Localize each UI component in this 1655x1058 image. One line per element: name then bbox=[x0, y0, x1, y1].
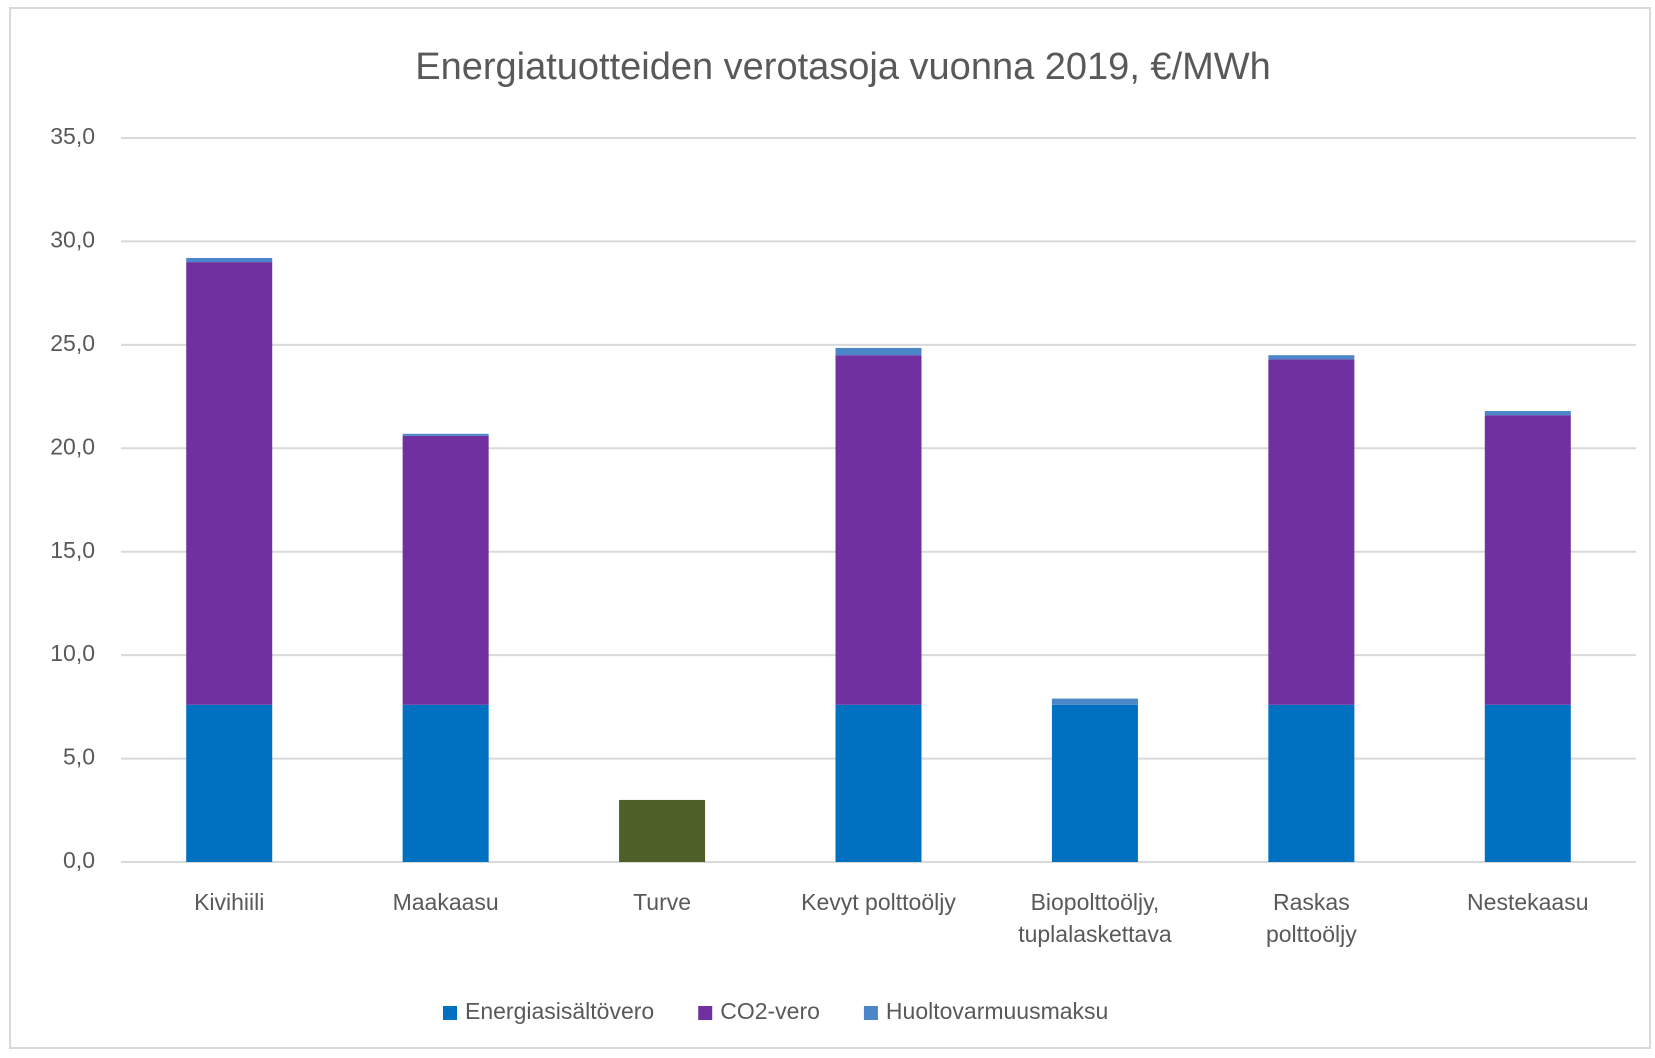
legend-swatch bbox=[863, 1006, 878, 1020]
x-tick-label: Nestekaasu bbox=[1467, 889, 1588, 915]
x-tick-label: Kivihiili bbox=[194, 889, 264, 915]
bar-segment bbox=[402, 704, 489, 862]
x-tick-label: Maakaasu bbox=[393, 889, 499, 915]
x-tick-label: Turve bbox=[633, 889, 691, 915]
bar-segment bbox=[1484, 415, 1571, 705]
bar-segment bbox=[1484, 411, 1571, 416]
bar-segment bbox=[402, 433, 489, 436]
legend-swatch bbox=[698, 1006, 713, 1020]
bar-segment bbox=[186, 262, 273, 705]
bar-segment bbox=[1268, 355, 1355, 360]
bar-segment bbox=[619, 799, 706, 862]
bar-segment bbox=[1051, 698, 1138, 705]
legend-label: Huoltovarmuusmaksu bbox=[886, 998, 1108, 1024]
bar-segment bbox=[186, 704, 273, 862]
bar-segment bbox=[1051, 704, 1138, 862]
bar-segment bbox=[1484, 704, 1571, 862]
bar-segment bbox=[402, 435, 489, 705]
legend-label: Energiasisältövero bbox=[465, 998, 654, 1024]
bar-segment bbox=[1268, 359, 1355, 705]
x-tick-label: Biopolttoöljy, tuplalaskettava bbox=[1018, 889, 1172, 947]
bar-segment bbox=[835, 355, 922, 705]
bar-segment bbox=[835, 347, 922, 356]
y-tick-label: 5,0 bbox=[63, 744, 95, 770]
y-tick-label: 20,0 bbox=[50, 433, 95, 459]
legend-swatch bbox=[443, 1006, 457, 1020]
y-tick-label: 10,0 bbox=[50, 640, 95, 666]
bar-segment bbox=[186, 257, 273, 263]
y-tick-label: 35,0 bbox=[50, 123, 95, 149]
bar-segment bbox=[835, 704, 922, 862]
x-tick-label: Raskas polttoöljy bbox=[1266, 889, 1357, 947]
legend-label: CO2-vero bbox=[720, 998, 820, 1024]
y-tick-label: 25,0 bbox=[50, 330, 95, 356]
y-tick-label: 15,0 bbox=[50, 537, 95, 563]
y-tick-label: 0,0 bbox=[63, 847, 95, 873]
x-tick-label: Kevyt polttoöljy bbox=[801, 889, 956, 915]
chart-frame bbox=[9, 7, 1651, 1049]
y-tick-label: 30,0 bbox=[50, 227, 95, 253]
bar-segment bbox=[1268, 704, 1355, 862]
chart-title: Energiatuotteiden verotasoja vuonna 2019… bbox=[415, 46, 1271, 88]
